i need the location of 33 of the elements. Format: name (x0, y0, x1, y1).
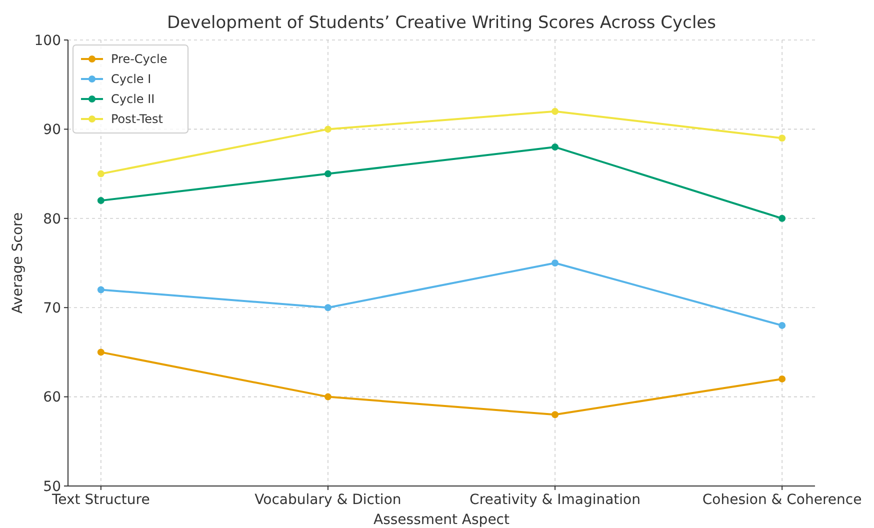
point (97, 170, 104, 178)
point (778, 214, 786, 222)
point (97, 286, 104, 294)
x-tick-label: Vocabulary & Diction (254, 492, 402, 508)
point (97, 197, 104, 204)
point (552, 144, 559, 151)
point (324, 126, 332, 133)
point (324, 170, 332, 178)
y-tick-label: 80 (43, 211, 61, 228)
y-tick-label: 70 (43, 300, 61, 316)
point (324, 304, 332, 312)
legend-label: Cycle I (111, 72, 152, 86)
point (97, 348, 104, 356)
x-axis-title: Assessment Aspect (374, 512, 510, 528)
point (778, 322, 786, 329)
y-tick-label: 90 (43, 122, 61, 138)
chart-title: Development of Students’ Creative Writing Scores Across Cycles (166, 13, 716, 33)
x-tick-label: Text Structure (50, 492, 150, 508)
point (778, 375, 786, 382)
y-tick-label: 100 (34, 32, 61, 49)
point (552, 108, 559, 115)
y-axis-title: Average Score (10, 212, 26, 314)
y-tick-label: 50 (43, 478, 61, 495)
x-tick-label: Cohesion & Coherence (702, 492, 862, 508)
point (552, 411, 559, 418)
x-tick-label: Creativity & Imagination (470, 492, 640, 508)
y-tick-label: 60 (43, 390, 61, 406)
point (552, 260, 559, 266)
point (778, 134, 786, 142)
point (324, 393, 332, 400)
legend-label: Cycle II (111, 92, 155, 106)
legend-label: Pre-Cycle (111, 52, 168, 66)
legend-label: Post-Test (111, 112, 164, 126)
